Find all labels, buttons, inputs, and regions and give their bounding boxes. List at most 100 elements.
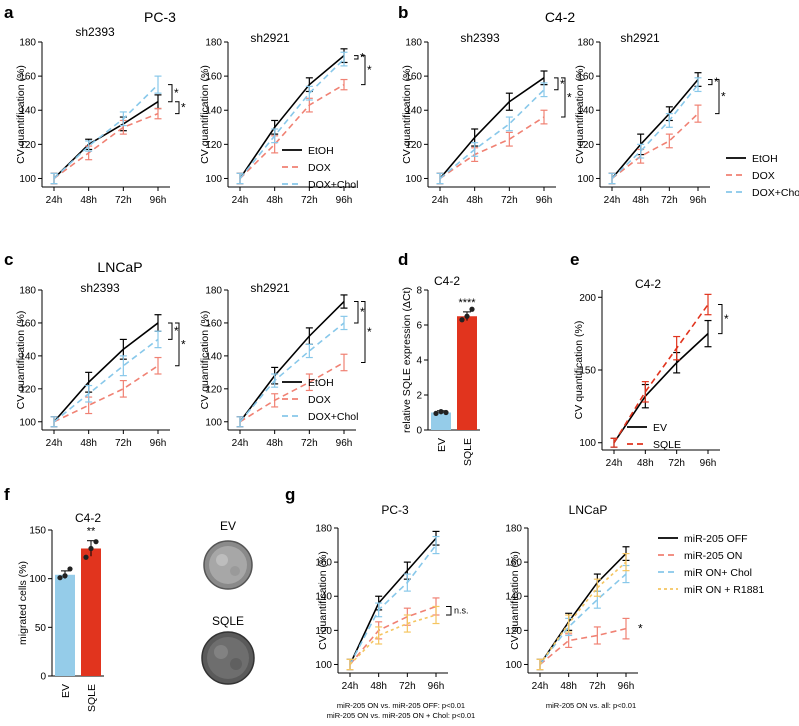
panel-label-g: g <box>285 485 295 504</box>
a1-bracket-0 <box>168 84 173 103</box>
chart-c1: 100 120 140 160 180 CV quantification (%) sh23… <box>15 281 186 449</box>
d-annotation: **** <box>458 297 476 309</box>
migration-image-ev-label: EV <box>220 519 236 533</box>
a1-bracket-1 <box>175 101 180 115</box>
f-point-1-1 <box>88 545 94 552</box>
a1-xtick-label-0: 24h <box>46 195 63 206</box>
d-point-1-2 <box>469 306 475 312</box>
group-title-lncap: LNCaP <box>97 259 142 275</box>
b2-annotation-1: * <box>721 90 726 104</box>
c2-series-0-line <box>239 300 345 423</box>
a2-legend-label-1: DOX <box>308 162 331 174</box>
b2-ytick-label-1: 120 <box>577 140 594 151</box>
a2-xtick-label-3: 96h <box>336 195 353 206</box>
c1-ytick-label-0: 100 <box>19 417 36 428</box>
b1-annotation-1: * <box>567 90 572 104</box>
d-ytick-label-3: 6 <box>416 321 422 332</box>
b1-ytick-label-1: 120 <box>405 140 422 151</box>
g1-ytick-label-1: 120 <box>315 626 332 637</box>
chart-e: 100 150 200 CV quantification (%) C4-2 24h 48h… <box>573 277 729 469</box>
d-bar-0 <box>431 412 451 430</box>
c2-ytick-label-2: 140 <box>205 351 222 362</box>
c1-xtick-label-3: 96h <box>150 438 167 449</box>
c2-ytick-label-0: 100 <box>205 417 222 428</box>
b2-series-0-line <box>611 79 699 179</box>
a1-annotation-0: * <box>174 86 179 100</box>
g2-ytick-label-0: 100 <box>505 660 522 671</box>
a1-xtick-label-2: 72h <box>115 195 132 206</box>
e-ylabel: CV quantification (%) <box>573 321 585 420</box>
e-ytick-label-2: 200 <box>579 293 596 304</box>
f-point-0-0 <box>57 575 63 581</box>
g1-ytick-label-2: 140 <box>315 592 332 603</box>
g2-ylabel: CV quantification (%) <box>509 551 521 650</box>
g1-footnote-1: miR-205 ON vs. miR-205 ON + Chol: p<0.01 <box>327 711 475 720</box>
a1-ytick-label-0: 100 <box>19 174 36 185</box>
a1-series-1-line <box>53 112 159 180</box>
c1-series-2-line <box>53 338 159 423</box>
chart-c2: 100 120 140 160 180 CV quantification (%) sh29… <box>199 281 372 449</box>
c2-xtick-label-2: 72h <box>301 438 318 449</box>
b2-legend-label-0: EtOH <box>752 153 778 165</box>
b2-ytick-label-0: 100 <box>577 174 594 185</box>
g2-series-3-line <box>539 561 627 665</box>
a2-ytick-label-4: 180 <box>205 38 222 49</box>
b1-title: sh2393 <box>460 31 500 45</box>
b1-xtick-label-1: 48h <box>466 195 483 206</box>
g2-legend-label-3: miR ON + R1881 <box>684 584 764 596</box>
migration-image-ev <box>203 540 253 590</box>
b1-xtick-label-3: 96h <box>536 195 553 206</box>
c2-annotation-0: * <box>360 305 365 319</box>
f-ylabel: migrated cells (%) <box>17 561 29 645</box>
e-xtick-label-0: 24h <box>606 458 623 469</box>
g1-bracket-0 <box>446 605 452 616</box>
panel-label-f: f <box>4 485 10 504</box>
c2-ylabel: CV quantification (%) <box>199 311 211 410</box>
c1-series-0-line <box>53 322 159 423</box>
e-legend-label-0: EV <box>653 422 667 434</box>
f-ytick-label-3: 150 <box>29 526 46 537</box>
a1-xtick-label-3: 96h <box>150 195 167 206</box>
g1-title: PC-3 <box>381 503 409 517</box>
a2-ytick-label-2: 140 <box>205 106 222 117</box>
b2-bracket-0 <box>708 79 713 86</box>
f-xtick-label-0: EV <box>60 684 72 698</box>
f-point-0-1 <box>62 573 68 579</box>
g1-series-1-line <box>349 605 437 665</box>
g1-series-0-line <box>349 537 437 665</box>
g2-ytick-label-3: 160 <box>505 558 522 569</box>
d-title: C4-2 <box>434 274 460 288</box>
g1-series-3-line <box>349 614 437 666</box>
c2-xtick-label-1: 48h <box>266 438 283 449</box>
d-ytick-label-0: 0 <box>416 426 422 437</box>
c1-bracket-0 <box>168 322 173 340</box>
c1-annotation-0: * <box>174 324 179 338</box>
a2-series-2-line <box>239 58 345 179</box>
b1-annotation-0: * <box>560 77 565 91</box>
c2-title: sh2921 <box>250 281 290 295</box>
b2-ytick-label-4: 180 <box>577 38 594 49</box>
c1-ytick-label-1: 120 <box>19 384 36 395</box>
g1-ylabel: CV quantification (%) <box>317 551 329 650</box>
g2-title: LNCaP <box>569 503 608 517</box>
a2-ytick-label-3: 160 <box>205 72 222 83</box>
e-xtick-label-3: 96h <box>700 458 717 469</box>
c1-ytick-label-2: 140 <box>19 351 36 362</box>
chart-b2: 100 120 140 160 180 CV quantification (%) sh29… <box>574 31 799 206</box>
g1-series-2-line <box>349 544 437 665</box>
f-title: C4-2 <box>75 511 101 525</box>
c2-legend-label-0: EtOH <box>308 377 334 389</box>
group-title-c42: C4-2 <box>545 9 576 25</box>
c2-xtick-label-3: 96h <box>336 438 353 449</box>
g1-xtick-label-0: 24h <box>342 681 359 692</box>
b1-ylabel: CV quantification (%) <box>401 65 413 164</box>
a1-ylabel: CV quantification (%) <box>15 65 27 164</box>
d-point-1-0 <box>459 317 465 323</box>
b2-legend-label-2: DOX+Chol <box>752 187 799 199</box>
f-annotation: ** <box>87 526 96 538</box>
f-point-1-2 <box>93 539 99 545</box>
d-point-1-1 <box>464 313 470 319</box>
a2-legend-label-2: DOX+Chol <box>308 179 358 191</box>
c2-ytick-label-1: 120 <box>205 384 222 395</box>
b1-series-0-line <box>439 77 545 179</box>
